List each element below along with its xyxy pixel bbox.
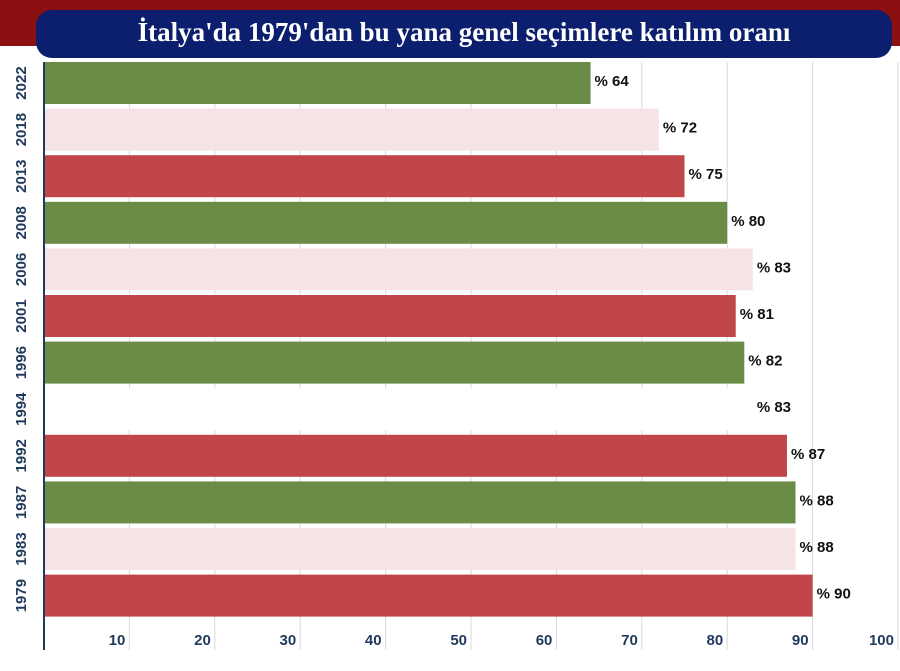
x-tick-label: 50 [450, 632, 467, 649]
bar [44, 528, 796, 570]
bar [44, 155, 685, 198]
bar [44, 108, 659, 151]
value-label: % 87 [791, 446, 825, 463]
value-label: % 83 [757, 399, 791, 416]
value-label: % 64 [595, 73, 630, 90]
bar [44, 434, 787, 477]
bar [44, 248, 753, 291]
x-tick-label: 70 [621, 632, 638, 649]
x-tick-label: 80 [707, 632, 724, 649]
x-tick-label: 90 [792, 632, 809, 649]
y-tick-label: 1996 [13, 346, 30, 379]
y-tick-label: 2001 [13, 299, 30, 332]
y-tick-label: 1979 [13, 579, 30, 612]
value-label: % 75 [689, 166, 723, 183]
bar [44, 574, 813, 617]
bar [44, 481, 796, 524]
x-tick-label: 100 [869, 632, 894, 649]
title-box [36, 10, 892, 58]
y-tick-label: 2008 [13, 206, 30, 239]
bar [44, 388, 753, 431]
value-label: % 88 [800, 539, 834, 556]
value-label: % 83 [757, 259, 791, 276]
x-tick-label: 60 [536, 632, 553, 649]
value-label: % 82 [748, 353, 782, 370]
y-tick-label: 1994 [13, 392, 30, 426]
value-label: % 81 [740, 306, 774, 323]
x-tick-label: 20 [194, 632, 211, 649]
bar [44, 201, 728, 244]
value-label: % 80 [731, 213, 765, 230]
x-tick-label: 40 [365, 632, 382, 649]
value-label: % 88 [800, 492, 834, 509]
value-label: % 72 [663, 120, 697, 137]
value-label: % 90 [817, 586, 851, 603]
y-tick-label: 2013 [13, 160, 30, 193]
bar [44, 62, 591, 104]
x-tick-label: 30 [280, 632, 297, 649]
y-tick-label: 2018 [13, 113, 30, 146]
y-tick-label: 1983 [13, 532, 30, 565]
y-tick-label: 1987 [13, 486, 30, 519]
x-tick-label: 10 [109, 632, 126, 649]
chart-title: İtalya'da 1979'dan bu yana genel seçimle… [138, 17, 791, 47]
y-tick-label: 1992 [13, 439, 30, 472]
y-tick-label: 2022 [13, 66, 30, 99]
bar [44, 341, 745, 384]
y-tick-label: 2006 [13, 253, 30, 286]
bar [44, 295, 736, 337]
